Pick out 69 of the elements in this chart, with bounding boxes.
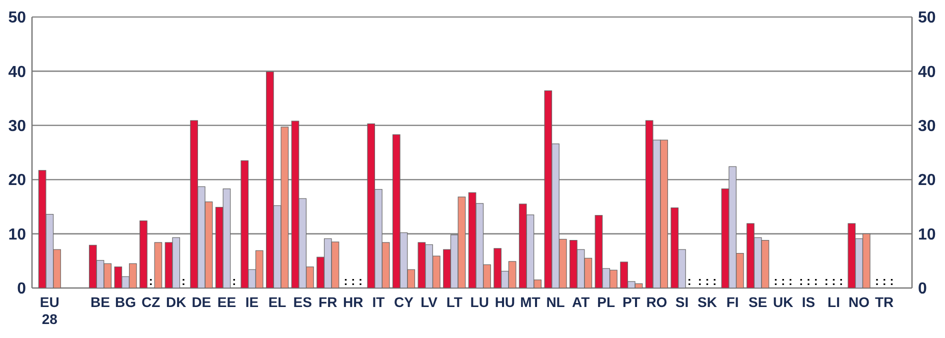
text: : — [181, 274, 186, 288]
y2-tick-label: 20 — [918, 172, 936, 190]
text: : — [781, 274, 786, 288]
y-tick-label: 30 — [8, 118, 26, 135]
x-tick-label: HU — [494, 294, 516, 310]
text: : — [148, 274, 153, 288]
x-tick-label: TR — [875, 294, 894, 310]
text: : — [774, 274, 778, 288]
text: : — [705, 274, 710, 288]
x-tick-label: EL — [268, 294, 287, 310]
x-tick-label: SI — [675, 294, 689, 310]
text: : — [344, 274, 348, 288]
x-tick-label: BG — [115, 294, 136, 310]
x-tick-label: SE — [748, 294, 768, 310]
x-tick-label: IT — [372, 294, 386, 310]
x-tick-label: EU 28 — [40, 294, 60, 327]
y2-tick-label: 10 — [918, 226, 936, 244]
text: : — [687, 274, 692, 288]
x-tick-label: PL — [597, 294, 616, 310]
x-tick-label: HR — [343, 294, 364, 310]
x-tick-label: AT — [572, 294, 590, 310]
x-tick-label: NO — [848, 294, 870, 310]
text: : — [358, 274, 363, 288]
text: : — [882, 274, 886, 288]
x-tick-label: FR — [318, 294, 338, 310]
x-tick-label: CY — [394, 294, 414, 310]
x-tick-label: BE — [90, 294, 110, 310]
y-tick-label: 0 — [17, 280, 26, 298]
text: : — [799, 274, 804, 288]
text: : — [824, 274, 828, 288]
x-tick-label: DE — [192, 294, 212, 310]
text: : — [839, 274, 844, 288]
text: : — [351, 274, 356, 288]
y-tick-label: 20 — [8, 172, 26, 190]
x-tick-label: SK — [698, 294, 718, 310]
x-tick-label: NL — [546, 294, 566, 310]
x-tick-label: IS — [802, 294, 816, 310]
text: : — [698, 274, 702, 288]
x-tick-label: LT — [446, 294, 463, 310]
x-tick-label: LU — [470, 294, 489, 310]
y-tick-label: 40 — [8, 64, 26, 81]
x-tick-label: DK — [166, 294, 186, 310]
text: : — [874, 274, 879, 288]
y2-tick-label: 50 — [918, 10, 936, 27]
y2-tick-label: 30 — [918, 118, 936, 135]
y-tick-label: 50 — [8, 10, 26, 27]
x-tick-label: UK — [773, 294, 794, 310]
text: : — [788, 274, 793, 288]
text: : — [712, 274, 717, 288]
x-tick-label: MT — [520, 294, 541, 310]
y2-tick-label: 40 — [918, 64, 936, 81]
x-tick-label: RO — [646, 294, 668, 310]
x-tick-label: ES — [293, 294, 312, 310]
y-tick-label: 10 — [8, 226, 26, 244]
text: : — [232, 274, 236, 288]
x-tick-label: EE — [217, 294, 236, 310]
bar — [140, 220, 148, 288]
x-tick-label: LI — [828, 294, 840, 310]
text: : — [806, 274, 810, 288]
text: : — [832, 274, 836, 288]
text: : — [814, 274, 818, 288]
y2-tick-label: 0 — [918, 280, 927, 298]
x-tick-label: PT — [622, 294, 641, 310]
bar — [154, 242, 162, 288]
x-tick-label: FI — [726, 294, 739, 310]
x-tick-label: LV — [420, 294, 438, 310]
x-tick-label: CZ — [141, 294, 161, 310]
x-tick-label: IE — [245, 294, 259, 310]
text: : — [890, 274, 894, 288]
